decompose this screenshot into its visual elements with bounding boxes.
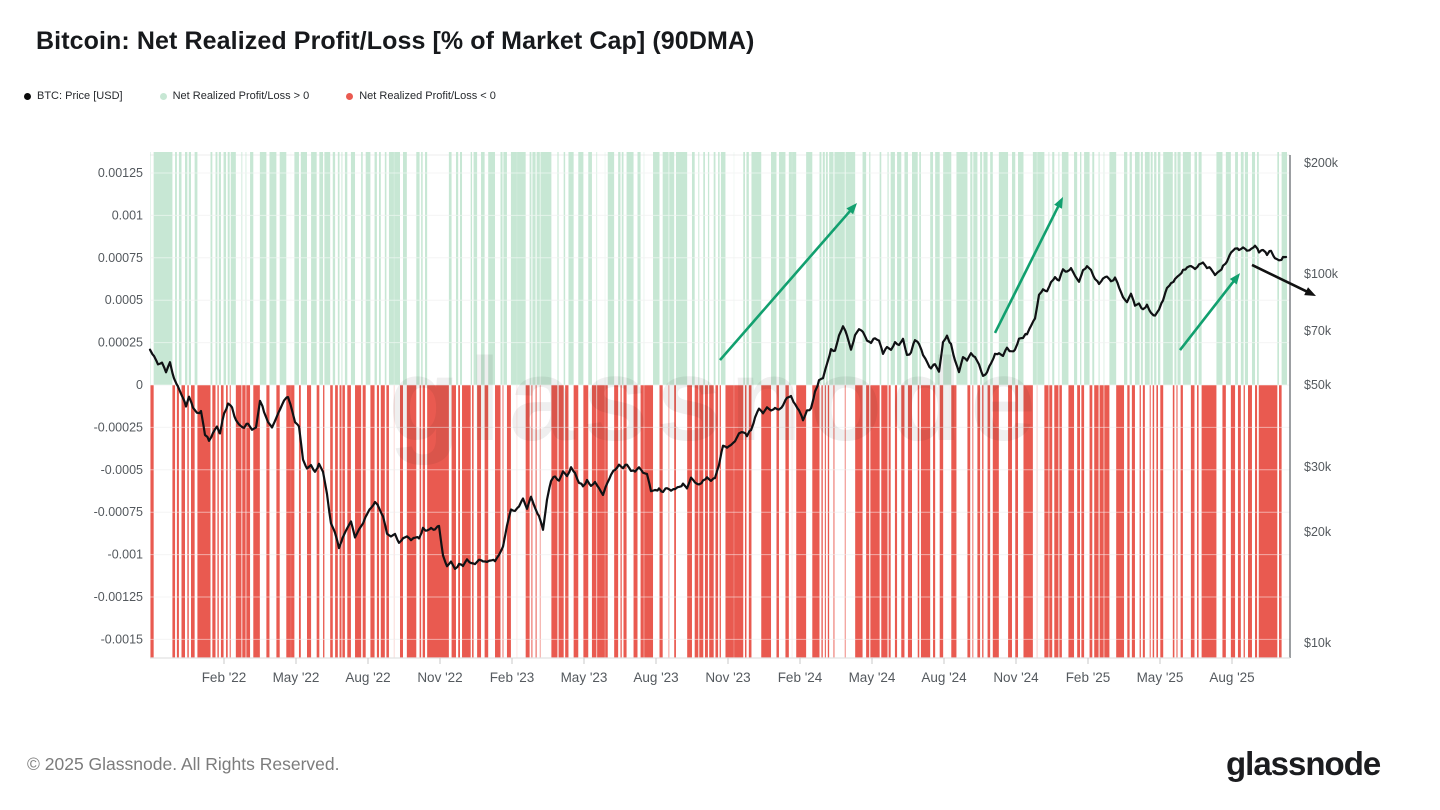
left-axis-tick-label: -0.0005 (101, 463, 143, 477)
x-axis-tick-label: Feb '25 (1066, 670, 1111, 685)
x-axis-tick-label: Feb '24 (778, 670, 823, 685)
left-axis-tick-label: 0.0005 (105, 293, 143, 307)
left-axis-tick-label: -0.00125 (94, 590, 143, 604)
x-axis-tick-label: May '24 (849, 670, 896, 685)
x-axis-tick-label: Aug '22 (345, 670, 390, 685)
right-axis-tick-label: $200k (1304, 156, 1339, 170)
green-trend-arrow-1 (719, 208, 853, 361)
left-axis-tick-label: -0.0015 (101, 632, 143, 646)
left-axis-tick-label: 0.001 (112, 208, 143, 222)
watermark-text: glassnode (388, 334, 1044, 466)
black-trend-arrow-1-head (1304, 287, 1316, 296)
x-axis-tick-label: May '23 (561, 670, 608, 685)
green-trend-arrow-2 (993, 204, 1061, 334)
x-axis-tick-label: Nov '23 (705, 670, 750, 685)
left-axis-tick-label: -0.001 (108, 548, 143, 562)
chart-legend: BTC: Price [USD] Net Realized Profit/Los… (24, 90, 496, 102)
x-axis-tick-label: Aug '25 (1209, 670, 1254, 685)
page-title: Bitcoin: Net Realized Profit/Loss [% of … (36, 27, 755, 55)
glassnode-logo: glassnode (1226, 745, 1381, 782)
btc-price-line (148, 244, 1288, 570)
right-axis-tick-label: $20k (1304, 525, 1332, 539)
right-axis-tick-label: $100k (1304, 267, 1339, 281)
left-axis-tick-label: 0.00025 (98, 336, 143, 350)
x-axis-tick-label: Feb '22 (202, 670, 247, 685)
left-axis-tick-label: -0.00075 (94, 505, 143, 519)
x-axis-tick-label: Nov '24 (993, 670, 1039, 685)
x-axis-tick-label: May '25 (1137, 670, 1184, 685)
x-axis-tick-label: Aug '24 (921, 670, 967, 685)
legend-label-btc-price: BTC: Price [USD] (37, 90, 123, 102)
legend-swatch-nrpl-negative-icon (346, 92, 354, 100)
x-axis-tick-label: Feb '23 (490, 670, 535, 685)
legend-item-nrpl-negative[interactable]: Net Realized Profit/Loss < 0 (346, 90, 496, 102)
x-axis-tick-label: May '22 (273, 670, 320, 685)
left-axis-tick-label: 0.00075 (98, 251, 143, 265)
left-axis-tick-label: -0.00025 (94, 420, 143, 434)
copyright-text: © 2025 Glassnode. All Rights Reserved. (27, 754, 340, 774)
left-axis-tick-label: 0.00125 (98, 166, 143, 180)
x-axis-tick-label: Aug '23 (633, 670, 678, 685)
green-trend-arrow-3-head (1229, 273, 1240, 285)
legend-item-nrpl-positive[interactable]: Net Realized Profit/Loss > 0 (159, 90, 310, 102)
legend-label-nrpl-negative: Net Realized Profit/Loss < 0 (359, 90, 496, 102)
green-trend-arrow-1-head (846, 203, 857, 215)
green-trend-arrow-2-head (1054, 196, 1063, 209)
left-axis-tick-label: 0 (136, 378, 143, 392)
right-axis-tick-label: $30k (1304, 460, 1332, 474)
nrpl-negative-area (150, 385, 1287, 658)
black-trend-arrow-1 (1251, 263, 1309, 294)
legend-item-btc-price[interactable]: BTC: Price [USD] (24, 90, 123, 102)
right-axis-tick-label: $70k (1304, 324, 1332, 338)
nrpl-positive-area (150, 152, 1287, 385)
right-axis-tick-label: $10k (1304, 636, 1332, 650)
legend-swatch-nrpl-positive-icon (159, 92, 167, 100)
x-axis-tick-label: Nov '22 (417, 670, 462, 685)
legend-label-nrpl-positive: Net Realized Profit/Loss > 0 (172, 90, 310, 102)
right-axis-tick-label: $50k (1304, 378, 1332, 392)
legend-swatch-btc-price-icon (24, 92, 31, 100)
green-trend-arrow-3 (1178, 279, 1236, 351)
